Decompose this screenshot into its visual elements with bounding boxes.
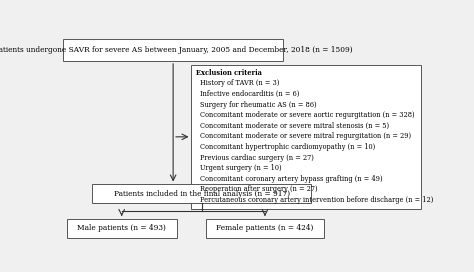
Text: Concomitant hypertrophic cardiomyopathy (n = 10): Concomitant hypertrophic cardiomyopathy …: [200, 143, 375, 151]
Text: Concomitant moderate or severe mitral stenosis (n = 5): Concomitant moderate or severe mitral st…: [200, 122, 389, 130]
Text: Patients undergone SAVR for severe AS between January, 2005 and December, 2018 (: Patients undergone SAVR for severe AS be…: [0, 46, 353, 54]
Text: Exclusion criteria: Exclusion criteria: [196, 69, 262, 77]
Bar: [206, 219, 324, 238]
Text: Urgent surgery (n = 10): Urgent surgery (n = 10): [200, 164, 281, 172]
Text: Percutaneous coronary artery intervention before discharge (n = 12): Percutaneous coronary artery interventio…: [200, 196, 433, 204]
Text: Female patients (n = 424): Female patients (n = 424): [216, 224, 314, 233]
Text: Surgery for rheumatic AS (n = 86): Surgery for rheumatic AS (n = 86): [200, 101, 316, 109]
Bar: [66, 219, 177, 238]
Text: Male patients (n = 493): Male patients (n = 493): [77, 224, 166, 233]
Text: Concomitant coronary artery bypass grafting (n = 49): Concomitant coronary artery bypass graft…: [200, 175, 382, 183]
Text: Reoperation after surgery (n = 27): Reoperation after surgery (n = 27): [200, 186, 317, 193]
Text: Infective endocarditis (n = 6): Infective endocarditis (n = 6): [200, 90, 299, 98]
Bar: [191, 65, 421, 209]
Text: Patients included in the final analysis (n = 917): Patients included in the final analysis …: [114, 190, 290, 198]
Text: Previous cardiac surgery (n = 27): Previous cardiac surgery (n = 27): [200, 154, 313, 162]
Bar: [63, 39, 283, 61]
Text: Concomitant moderate or severe mitral regurgitation (n = 29): Concomitant moderate or severe mitral re…: [200, 132, 410, 140]
Text: History of TAVR (n = 3): History of TAVR (n = 3): [200, 79, 279, 88]
Text: Concomitant moderate or severe aortic regurgitation (n = 328): Concomitant moderate or severe aortic re…: [200, 111, 414, 119]
Bar: [92, 184, 311, 203]
